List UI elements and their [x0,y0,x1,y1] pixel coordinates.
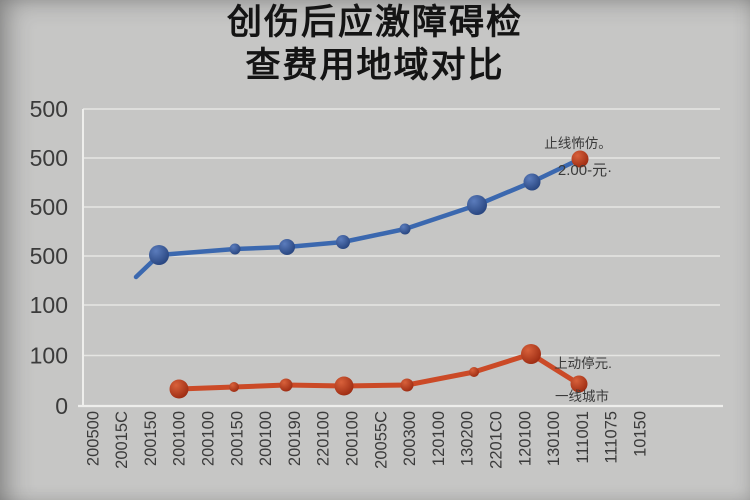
annotation-label: 2.00-元· [558,162,612,179]
x-axis-tick: 200150 [142,411,160,466]
x-axis-tick-label: 20055C [372,411,390,469]
orange-series-line [176,351,582,392]
x-axis-tick: 111001 [574,411,592,464]
chart-title-line1: 创伤后应激障碍检 [226,3,523,42]
x-axis-tick: 120100 [516,411,534,466]
data-point-marker [334,376,354,396]
x-axis-tick: 130200 [459,411,477,466]
x-axis-tick: 111075 [603,411,621,464]
y-axis-tick-label: 500 [30,194,68,220]
data-point-marker [149,245,169,265]
x-axis-tick: 200500 [84,411,102,466]
x-axis-tick: 10150 [631,411,649,457]
x-axis-tick: 200100 [199,411,217,466]
data-point-marker [467,195,487,215]
y-axis-tick-label: 100 [30,292,68,318]
blue-series-line [133,156,583,280]
x-axis-tick: 2201C0 [487,411,505,469]
y-axis-tick-label: 500 [30,96,68,122]
x-axis-tick-label: 111001 [574,411,592,464]
x-axis-tick-label: 200100 [199,411,217,466]
y-axis-tick-label: 0 [55,393,68,419]
x-axis-tick-label: 200150 [142,411,160,466]
data-point-marker [279,239,295,255]
x-axis-tick-label: 130200 [459,411,477,466]
annotation-label: 止线怖仿。 [544,135,612,151]
x-axis-tick: 200300 [401,411,419,466]
x-axis-tick: 20015C [113,411,131,469]
data-point-marker [229,382,239,392]
data-point-marker [523,173,541,191]
y-axis-tick-label: 500 [30,145,68,171]
x-axis-tick-label: 200500 [84,411,102,466]
x-axis-tick-label: 220100 [315,411,333,466]
data-point-marker [400,378,414,392]
y-axis-tick-label: 100 [30,342,68,368]
x-axis-tick: 200100 [171,411,189,466]
x-axis-tick: 120100 [430,411,448,466]
x-axis-tick: 200190 [286,411,304,466]
data-point-marker [570,375,588,393]
x-axis-tick: 20055C [372,411,390,469]
annotation-label: 一线城市 [555,388,609,404]
data-point-marker [336,235,350,249]
chart-title-line2: 查费用地域对比 [245,46,505,85]
data-point-marker [571,150,589,168]
data-point-marker [399,223,411,235]
x-axis-tick-label: 20015C [113,411,131,469]
data-point-marker [469,367,479,377]
x-axis-tick-label: 120100 [516,411,534,466]
x-axis-tick-label: 200190 [286,411,304,466]
data-point-marker [229,243,241,255]
data-point-marker [521,344,541,364]
annotation-label: 上动停元. [554,355,612,371]
data-point-marker [169,379,189,399]
x-axis-tick-label: 120100 [430,411,448,466]
x-axis-tick-label: 111075 [603,411,621,464]
x-axis-tick-label: 200100 [343,411,361,466]
x-axis-tick: 130100 [545,411,563,466]
x-axis-tick-label: 130100 [545,411,563,466]
chart-title: 创伤后应激障碍检 查费用地域对比 [0,1,750,87]
x-axis-tick: 220100 [315,411,333,466]
x-axis-tick: 200100 [343,411,361,466]
x-axis-tick: 200100 [257,411,275,466]
x-axis-tick-label: 200150 [228,411,246,466]
x-axis-tick-label: 10150 [631,411,649,457]
x-axis-tick: 200150 [228,411,246,466]
y-axis-tick-label: 500 [30,243,68,269]
x-axis-tick-label: 200100 [171,411,189,466]
data-point-marker [279,378,293,392]
x-axis-tick-label: 200100 [257,411,275,466]
x-axis-tick-label: 200300 [401,411,419,466]
x-axis-tick-label: 2201C0 [487,411,505,469]
